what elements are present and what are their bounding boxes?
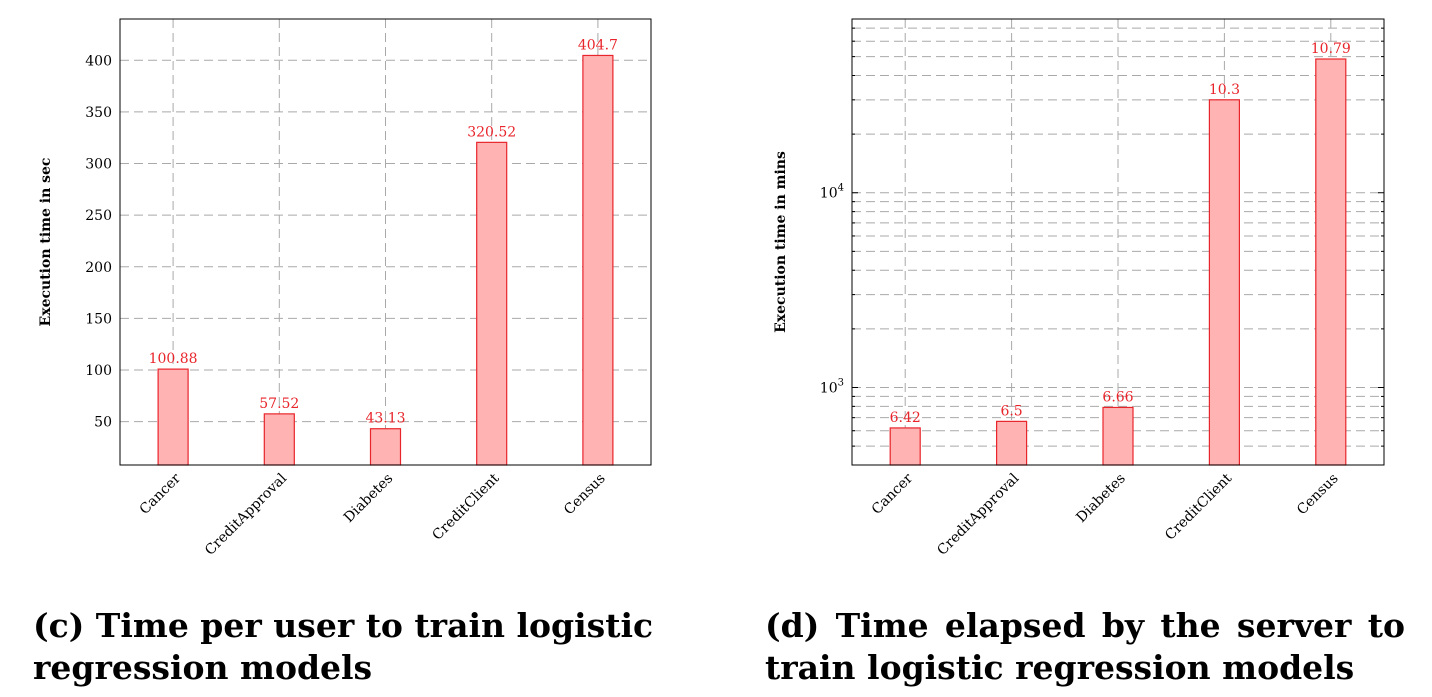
caption-c: (c) Time per user to train logistic regr… [33, 606, 654, 687]
x-tick-label: CreditApproval [934, 470, 1023, 559]
plot-frame [851, 18, 1385, 466]
data-label: 6.5 [1000, 403, 1022, 419]
y-tick-label: 300 [85, 157, 112, 173]
data-label: 10.79 [1311, 41, 1351, 57]
x-tick-label: Diabetes [341, 471, 396, 526]
plot-frame [119, 18, 652, 466]
x-tick-label: CreditClient [429, 470, 502, 543]
x-tick-label: Cancer [137, 470, 185, 518]
bar-diabetes [369, 428, 402, 466]
bar-creditclient [1208, 99, 1241, 466]
y-tick-label: 400 [85, 53, 112, 69]
y-tick-base: 10 [820, 380, 838, 396]
x-tick-label: Cancer [869, 470, 917, 518]
bar-cancer [889, 427, 921, 466]
data-label: 43.13 [365, 411, 405, 427]
data-label: 57.52 [259, 396, 299, 412]
y-tick-label: 150 [85, 311, 112, 327]
data-label: 10.3 [1209, 82, 1240, 98]
x-tick-label: Diabetes [1073, 471, 1128, 526]
data-label: 6.42 [890, 410, 921, 426]
bar-census [582, 54, 614, 466]
data-label: 100.88 [149, 351, 198, 367]
bar-census [1315, 58, 1347, 466]
x-tick-label: CreditApproval [202, 470, 291, 559]
y-tick-label: 350 [85, 105, 112, 121]
bar-creditapproval [995, 420, 1028, 466]
y-axis-label: Execution time in sec [38, 158, 54, 327]
y-tick-exp: 4 [838, 183, 844, 194]
bar-cancer [157, 368, 189, 466]
x-tick-label: Census [561, 471, 609, 519]
y-tick-label: 103 [820, 377, 844, 396]
x-tick-label: Census [1294, 471, 1342, 519]
y-tick-label: 200 [85, 260, 112, 276]
y-tick-label: 100 [85, 363, 112, 379]
y-tick-label: 50 [94, 415, 112, 431]
data-label: 320.52 [467, 124, 516, 140]
bar-creditclient [476, 141, 508, 466]
caption-d: (d) Time elapsed by the server to train … [765, 606, 1405, 687]
bar-creditapproval [263, 413, 295, 466]
bar-diabetes [1102, 406, 1134, 466]
y-tick-exp: 3 [838, 377, 844, 388]
y-tick-label: 250 [85, 208, 112, 224]
data-label: 6.66 [1102, 389, 1133, 405]
y-tick-base: 10 [820, 186, 838, 202]
y-axis-label: Execution time in mins [773, 151, 789, 333]
data-label: 404.7 [578, 37, 618, 53]
chart-c-time-per-user: 50 100 150 200 250 300 350 400 100.88 57.52 43.13 3… [38, 18, 652, 559]
y-tick-label: 104 [820, 183, 844, 202]
x-tick-label: CreditClient [1162, 470, 1235, 543]
